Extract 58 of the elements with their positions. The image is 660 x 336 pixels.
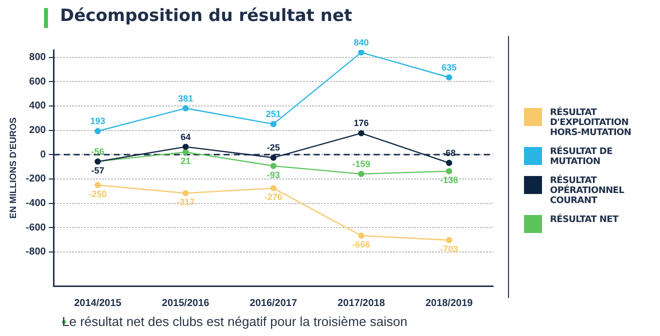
x-tick-label: 2014/2015 <box>74 298 122 309</box>
x-tick-label: 2015/2016 <box>162 298 210 309</box>
data-label: 64 <box>180 132 191 142</box>
legend-label: RÉSULTAT NET <box>550 215 618 225</box>
legend-label: RÉSULTAT D'EXPLOITATION HORS-MUTATION <box>550 108 632 138</box>
y-tick-label: -200 <box>26 174 46 185</box>
point <box>446 160 452 166</box>
point <box>182 190 189 196</box>
data-label: 840 <box>354 37 369 48</box>
data-label: 176 <box>354 118 369 128</box>
data-label: -159 <box>352 158 370 169</box>
chart-title: Décomposition du résultat net <box>60 6 352 26</box>
data-label: 21 <box>180 156 191 166</box>
point <box>94 128 101 134</box>
y-tick-label: 0 <box>40 149 46 160</box>
data-label: 381 <box>178 93 194 104</box>
legend-label: RÉSULTAT OPÉRATIONNEL COURANT <box>550 176 626 206</box>
point <box>446 74 452 80</box>
x-tick-label: 2018/2019 <box>425 298 474 309</box>
point <box>446 168 452 174</box>
point <box>270 154 277 161</box>
data-label: -25 <box>266 142 280 153</box>
data-label: 635 <box>442 62 457 72</box>
data-label: -317 <box>176 197 195 208</box>
data-label: -136 <box>440 175 458 186</box>
point <box>270 185 277 192</box>
point <box>358 232 364 239</box>
point <box>358 130 364 136</box>
data-label: -703 <box>440 244 458 254</box>
point <box>270 162 277 170</box>
x-tick-label: 2016/2017 <box>250 298 298 309</box>
y-tick-label: -400 <box>26 198 46 210</box>
data-label: -57 <box>91 166 104 176</box>
y-tick-label: -600 <box>26 222 46 234</box>
data-label: 193 <box>90 116 106 126</box>
point <box>182 105 189 112</box>
data-label: -666 <box>352 240 370 250</box>
point <box>94 182 101 188</box>
x-tick-label: 2017/2018 <box>338 298 386 309</box>
point <box>182 148 189 156</box>
data-label: 251 <box>266 109 281 120</box>
data-label: -93 <box>266 170 280 180</box>
legend-label: RÉSULTAT DE MUTATION <box>550 147 614 167</box>
y-tick-label: -800 <box>26 246 46 258</box>
point <box>270 120 277 128</box>
y-axis-title: EN MILLIONS D'EUROS <box>8 117 18 219</box>
data-label: -250 <box>88 189 107 200</box>
y-tick-label: 800 <box>29 52 46 64</box>
point <box>446 237 452 244</box>
y-tick-label: 200 <box>29 125 46 136</box>
data-label: -276 <box>264 192 282 202</box>
y-tick-label: 600 <box>29 76 46 88</box>
data-label: -56 <box>91 146 104 156</box>
text: Le résultat net des clubs est négatif pour la troisième saison <box>62 314 408 329</box>
y-tick-label: 400 <box>29 100 46 112</box>
point <box>182 144 189 150</box>
point <box>358 50 364 56</box>
point <box>358 170 364 178</box>
